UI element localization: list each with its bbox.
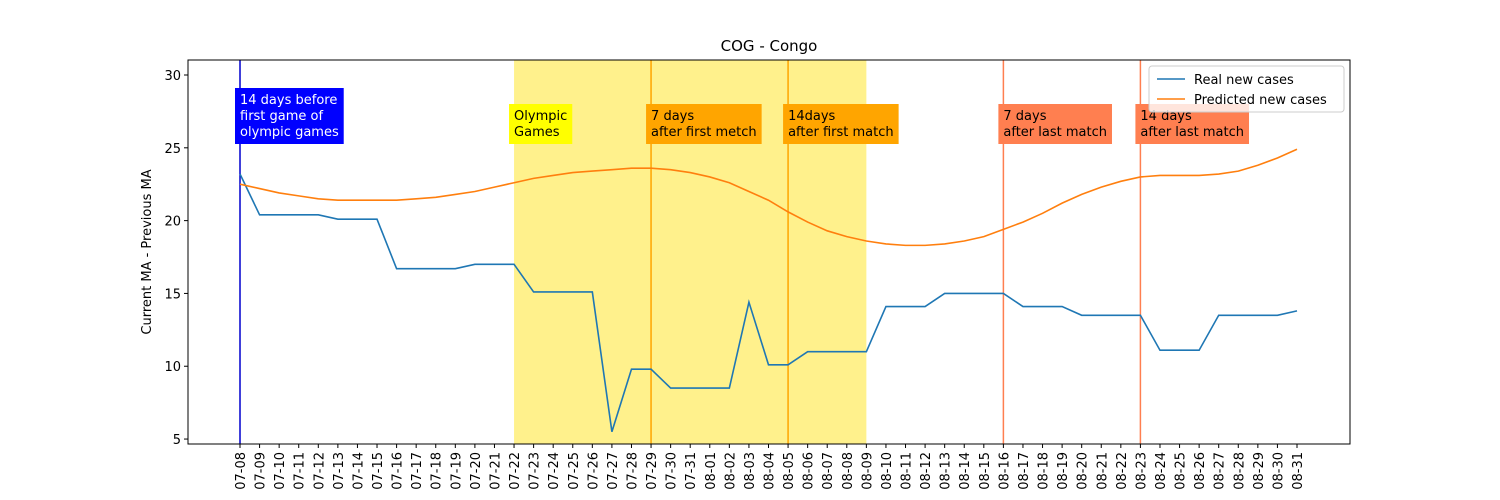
x-tick-label: 07-30 bbox=[665, 452, 680, 490]
y-tick-label: 15 bbox=[164, 287, 181, 302]
x-tick-label: 08-14 bbox=[958, 452, 973, 490]
x-tick-label: 07-29 bbox=[645, 452, 660, 490]
y-tick-label: 10 bbox=[164, 360, 181, 375]
x-tick-label: 08-03 bbox=[743, 452, 758, 490]
x-tick-label: 07-25 bbox=[567, 452, 582, 490]
x-tick-label: 08-09 bbox=[860, 452, 875, 490]
x-tick-label: 08-13 bbox=[939, 452, 954, 490]
y-tick-label: 5 bbox=[173, 433, 181, 448]
x-tick-label: 08-23 bbox=[1134, 452, 1149, 490]
annotation-text: first game of bbox=[240, 109, 324, 124]
x-tick-label: 08-12 bbox=[919, 452, 934, 490]
x-tick-label: 08-06 bbox=[802, 452, 817, 490]
x-tick-label: 08-26 bbox=[1193, 452, 1208, 490]
x-tick-label: 08-17 bbox=[1017, 452, 1032, 490]
x-tick-label: 08-01 bbox=[704, 452, 719, 490]
y-tick-label: 25 bbox=[164, 142, 181, 157]
x-tick-label: 07-26 bbox=[586, 452, 601, 490]
x-tick-label: 07-18 bbox=[430, 452, 445, 490]
annotation-text: olympic games bbox=[240, 125, 339, 140]
annotation-text: after last match bbox=[1140, 125, 1244, 140]
x-tick-label: 08-30 bbox=[1271, 452, 1286, 490]
x-tick-label: 07-09 bbox=[254, 452, 269, 490]
annotation-text: 7 days bbox=[651, 109, 694, 124]
x-tick-label: 07-27 bbox=[606, 452, 621, 490]
series-line bbox=[239, 148, 1298, 247]
legend-box bbox=[1148, 65, 1345, 113]
x-tick-label: 07-22 bbox=[508, 452, 523, 490]
y-tick-label: 30 bbox=[164, 69, 181, 84]
annotation-text: after first metch bbox=[651, 125, 757, 140]
x-tick-label: 08-02 bbox=[723, 452, 738, 490]
x-tick-label: 08-25 bbox=[1174, 452, 1189, 490]
x-tick-label: 08-18 bbox=[1037, 452, 1052, 490]
x-tick-label: 07-28 bbox=[625, 452, 640, 490]
annotation-text: 14 days before bbox=[240, 93, 337, 108]
legend-label: Real new cases bbox=[1194, 73, 1294, 88]
annotation-box bbox=[235, 88, 344, 144]
axes-frame bbox=[187, 59, 1351, 445]
x-tick-label: 07-24 bbox=[547, 452, 562, 490]
x-tick-label: 07-10 bbox=[273, 452, 288, 490]
legend: Real new cases Predicted new cases bbox=[1148, 65, 1345, 113]
x-tick-label: 08-27 bbox=[1213, 452, 1228, 490]
x-tick-label: 08-29 bbox=[1252, 452, 1267, 490]
annotation-text: 14 days bbox=[1140, 109, 1192, 124]
x-tick-label: 08-07 bbox=[821, 452, 836, 490]
annotation-text: 7 days bbox=[1003, 109, 1046, 124]
y-axis-label: Current MA - Previous MA bbox=[140, 169, 155, 334]
x-tick-label: 08-24 bbox=[1154, 452, 1169, 490]
x-tick-label: 07-12 bbox=[312, 452, 327, 490]
annotation-text: 14days bbox=[788, 109, 835, 124]
y-tick-label: 20 bbox=[164, 215, 181, 230]
annotation-box bbox=[998, 104, 1112, 144]
x-tick-label: 08-08 bbox=[841, 452, 856, 490]
x-tick-label: 07-21 bbox=[488, 452, 503, 490]
series-line bbox=[239, 173, 1298, 433]
x-tick-label: 07-16 bbox=[391, 452, 406, 490]
x-tick-label: 08-05 bbox=[782, 452, 797, 490]
x-tick-label: 08-15 bbox=[978, 452, 993, 490]
annotation-text: after last match bbox=[1003, 125, 1107, 140]
x-tick-label: 07-20 bbox=[469, 452, 484, 490]
x-tick-label: 08-31 bbox=[1291, 452, 1306, 490]
x-tick-label: 07-19 bbox=[449, 452, 464, 490]
x-tick-label: 08-28 bbox=[1232, 452, 1247, 490]
annotation-text: after first match bbox=[788, 125, 894, 140]
x-tick-label: 07-15 bbox=[371, 452, 386, 490]
annotation-box bbox=[646, 104, 762, 144]
chart-title: COG - Congo bbox=[721, 37, 818, 55]
x-tick-label: 08-20 bbox=[1076, 452, 1091, 490]
x-tick-label: 07-11 bbox=[293, 452, 308, 490]
legend-label: Predicted new cases bbox=[1194, 93, 1327, 108]
annotation-text: Olympic bbox=[514, 109, 567, 124]
x-tick-label: 07-08 bbox=[234, 452, 249, 490]
x-tick-label: 08-04 bbox=[763, 452, 778, 490]
x-tick-label: 08-10 bbox=[880, 452, 895, 490]
x-tick-label: 07-17 bbox=[410, 452, 425, 490]
x-tick-label: 07-31 bbox=[684, 452, 699, 490]
x-tick-label: 08-11 bbox=[900, 452, 915, 490]
x-tick-label: 08-22 bbox=[1115, 452, 1130, 490]
annotation-box bbox=[783, 104, 899, 144]
x-tick-label: 07-23 bbox=[528, 452, 543, 490]
annotation-text: Games bbox=[514, 125, 560, 140]
x-tick-label: 07-14 bbox=[351, 452, 366, 490]
x-tick-label: 07-13 bbox=[332, 452, 347, 490]
x-tick-label: 08-16 bbox=[997, 452, 1012, 490]
x-tick-label: 08-19 bbox=[1056, 452, 1071, 490]
x-tick-label: 08-21 bbox=[1095, 452, 1110, 490]
annotation-box bbox=[509, 104, 573, 144]
